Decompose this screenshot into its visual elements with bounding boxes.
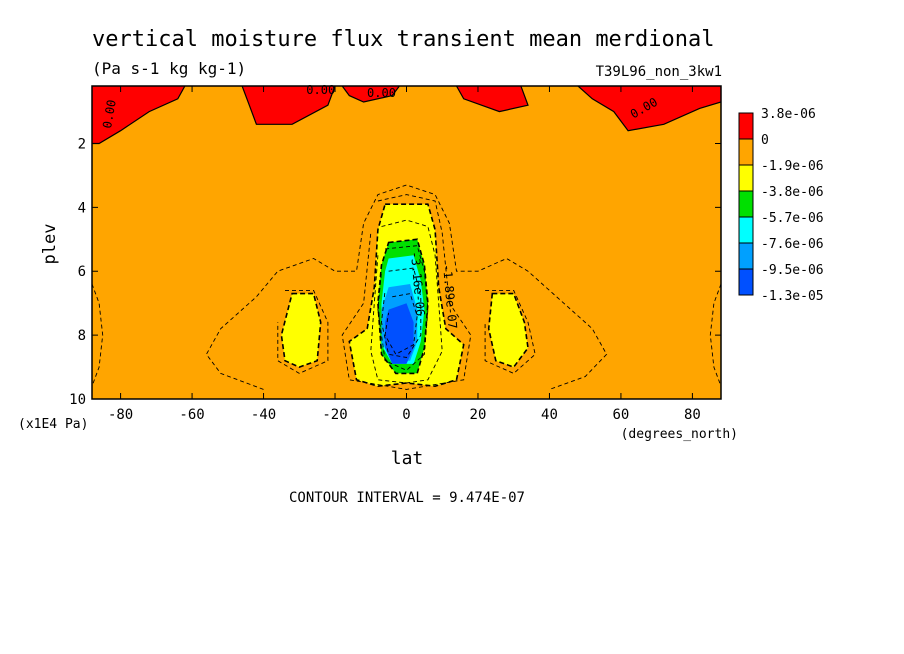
filled-region <box>456 86 528 112</box>
filled-region <box>578 86 721 131</box>
x-tick-label: 40 <box>541 407 558 423</box>
legend-swatch <box>738 164 754 192</box>
x-axis: -80 -60 -40 -20 0 20 40 60 80 <box>108 86 701 423</box>
contour-line <box>241 86 336 125</box>
legend-swatch <box>738 190 754 218</box>
contour-line <box>709 283 721 387</box>
contour-labels: 0.000.00 0.000.00-1.89e-07-3.16e-06 <box>100 83 660 329</box>
contour-line <box>377 238 429 375</box>
contour-line <box>341 194 472 390</box>
x-tick-label: -20 <box>322 407 347 423</box>
x-tick-label: -60 <box>179 407 204 423</box>
contour-line <box>280 292 322 368</box>
chart-units: (Pa s-1 kg kg-1) <box>92 59 246 78</box>
legend-label: 0 <box>761 133 769 148</box>
legend-swatch <box>738 268 754 296</box>
contour-line <box>92 283 104 387</box>
contour-line <box>577 86 721 132</box>
contour-label: -3.16e-06 <box>408 251 428 317</box>
legend-label: -9.5e-06 <box>761 263 824 278</box>
legend-swatch <box>738 138 754 166</box>
contour-line <box>381 267 422 358</box>
contour-label: 0.00 <box>100 99 119 130</box>
legend-swatch <box>738 216 754 244</box>
y-tick-label: 8 <box>78 328 86 344</box>
y-axis: 2 4 6 8 10 <box>69 136 721 408</box>
y-axis-units: (x1E4 Pa) <box>18 417 88 432</box>
contour-line <box>205 184 608 390</box>
legend-label: -7.6e-06 <box>761 237 824 252</box>
x-axis-units: (degrees_north) <box>621 427 738 442</box>
contour-label: 0.00 <box>367 86 396 100</box>
x-tick-label: 60 <box>613 407 630 423</box>
chart-title: vertical moisture flux transient mean me… <box>92 27 715 52</box>
legend-label: -3.8e-06 <box>761 185 824 200</box>
legend-label: -1.9e-06 <box>761 159 824 174</box>
legend-label: -5.7e-06 <box>761 211 824 226</box>
y-tick-label: 6 <box>78 264 86 280</box>
filled-region <box>242 86 335 125</box>
legend-swatch <box>738 242 754 270</box>
y-tick-label: 10 <box>69 392 86 408</box>
legend-label: 3.8e-06 <box>761 107 816 122</box>
filled-region <box>92 86 185 144</box>
legend-swatch <box>738 112 754 140</box>
contour-label: 0.00 <box>306 83 335 97</box>
contour-label: -1.89e-07 <box>440 263 460 329</box>
filled-regions <box>92 86 721 387</box>
filled-region <box>488 293 528 368</box>
color-legend: 3.8e-06 0 -1.9e-06 -3.8e-06 -5.7e-06 -7.6e-06… <box>738 107 824 304</box>
x-tick-label: -40 <box>251 407 276 423</box>
y-tick-label: 4 <box>78 200 86 216</box>
x-tick-label: 80 <box>684 407 701 423</box>
contour-line <box>487 292 529 369</box>
legend-label: -1.3e-05 <box>761 289 824 304</box>
x-tick-label: 0 <box>402 407 410 423</box>
contour-line <box>370 219 443 384</box>
contour-line <box>377 245 429 371</box>
x-tick-label: -80 <box>108 407 133 423</box>
filled-region <box>281 293 321 368</box>
x-tick-label: 20 <box>470 407 487 423</box>
contour-line <box>384 293 418 355</box>
y-tick-label: 2 <box>78 136 86 152</box>
contour-line <box>455 86 529 113</box>
x-axis-label: lat <box>391 448 424 469</box>
run-label: T39L96_non_3kw1 <box>596 64 722 80</box>
y-axis-label: plev <box>40 224 60 265</box>
contour-line <box>484 289 536 374</box>
contour-interval: CONTOUR INTERVAL = 9.474E-07 <box>289 490 525 506</box>
filled-region <box>342 86 400 102</box>
contour-line <box>348 203 465 388</box>
contour-line <box>341 86 400 103</box>
contour-line <box>277 289 329 374</box>
